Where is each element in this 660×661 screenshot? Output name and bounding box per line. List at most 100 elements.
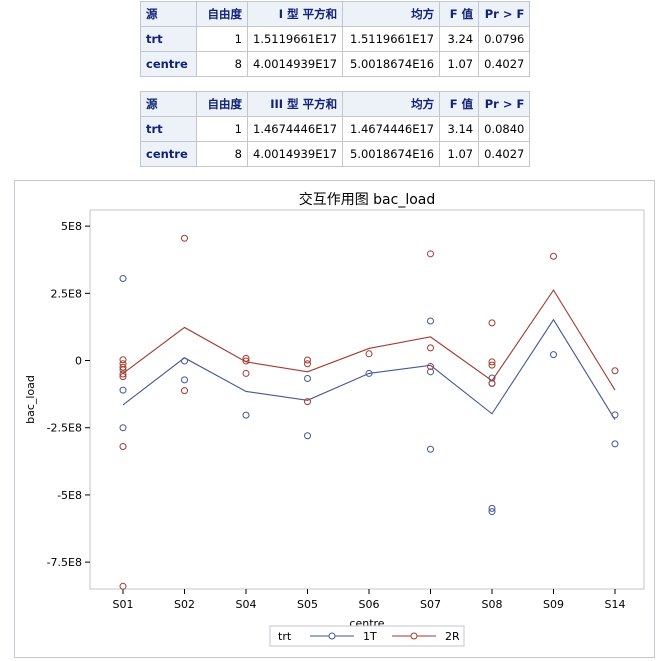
series-line-1T	[122, 318, 616, 420]
data-point-2R	[119, 356, 127, 364]
table-row: centre 8 4.0014939E17 5.0018674E16 1.07 …	[140, 141, 531, 167]
data-point-1T	[304, 432, 311, 440]
header-ms: 均方	[342, 91, 441, 117]
row-ss: 4.0014939E17	[246, 51, 344, 77]
x-tick-label: S06	[359, 598, 380, 611]
data-point-2R	[365, 350, 373, 358]
row-ss: 1.4674446E17	[246, 116, 344, 142]
data-point-1T	[488, 504, 496, 512]
row-f: 3.24	[439, 26, 480, 52]
y-tick-label: -5E8	[57, 489, 82, 502]
data-point-2R	[488, 361, 496, 369]
header-p: Pr > F	[478, 91, 531, 117]
data-point-2R	[242, 354, 250, 362]
data-point-2R	[119, 582, 127, 590]
header-ms: 均方	[342, 1, 441, 27]
x-tick-label: S02	[174, 598, 195, 611]
x-tick-label: S01	[113, 598, 134, 611]
data-point-1T	[365, 369, 373, 377]
y-tick-label: 2.5E8	[51, 287, 82, 300]
x-tick-label: S09	[543, 598, 564, 611]
y-tick-label: 0	[75, 355, 82, 368]
legend-box	[269, 625, 465, 647]
row-ms: 5.0018674E16	[342, 51, 441, 77]
row-p: 0.4027	[478, 141, 531, 167]
legend-label-1T: 1T	[363, 630, 377, 643]
table-row: trt 1 1.4674446E17 1.4674446E17 3.14 0.0…	[140, 116, 531, 142]
y-tick-label: 5E8	[61, 220, 82, 233]
data-point-1T	[611, 411, 619, 419]
row-source: centre	[140, 51, 197, 77]
row-df: 1	[196, 116, 248, 142]
header-ss: III 型 平方和	[246, 91, 344, 117]
header-source: 源	[140, 91, 197, 117]
data-point-2R	[427, 250, 434, 258]
data-point-1T	[427, 445, 434, 453]
data-point-2R	[181, 387, 188, 395]
y-axis-label: bac_load	[24, 375, 37, 424]
data-point-2R	[181, 234, 188, 242]
data-point-1T	[242, 411, 250, 419]
legend-label-2R: 2R	[445, 630, 460, 643]
chart-title: 交互作用图 bac_load	[299, 191, 436, 208]
x-tick-label: S05	[297, 598, 318, 611]
plot-area	[89, 209, 645, 590]
row-ms: 5.0018674E16	[342, 141, 441, 167]
row-f: 1.07	[439, 51, 480, 77]
data-point-1T	[427, 317, 434, 325]
y-tick-label: -2.5E8	[47, 422, 82, 435]
header-source: 源	[140, 1, 197, 27]
row-ms: 1.5119661E17	[342, 26, 441, 52]
row-f: 3.14	[439, 116, 480, 142]
header-f: F 值	[439, 91, 480, 117]
x-tick-label: S08	[482, 598, 503, 611]
data-point-2R	[119, 443, 127, 451]
legend-title: trt	[278, 630, 292, 643]
row-df: 8	[196, 51, 248, 77]
data-point-1T	[119, 386, 127, 394]
table-header-row: 源 自由度 I 型 平方和 均方 F 值 Pr > F	[140, 1, 531, 27]
legend-marker-2R	[410, 632, 418, 640]
x-tick-label: S07	[420, 598, 441, 611]
row-p: 0.0796	[478, 26, 531, 52]
data-point-1T	[304, 375, 311, 383]
type1-anova-table: 源 自由度 I 型 平方和 均方 F 值 Pr > F trt 1 1.5119…	[140, 1, 531, 77]
data-point-2R	[488, 319, 496, 327]
plot-frame	[14, 180, 655, 658]
data-point-2R	[119, 363, 127, 371]
data-point-2R	[488, 379, 496, 387]
data-point-2R	[304, 360, 311, 368]
row-p: 0.0840	[478, 116, 531, 142]
header-f: F 值	[439, 1, 480, 27]
data-point-1T	[181, 357, 188, 365]
data-point-2R	[427, 362, 434, 370]
y-tick-label: -7.5E8	[47, 556, 82, 569]
data-point-1T	[427, 368, 434, 376]
data-point-2R	[242, 357, 250, 365]
data-point-2R	[304, 356, 311, 364]
table-row: centre 8 4.0014939E17 5.0018674E16 1.07 …	[140, 51, 531, 77]
data-point-1T	[488, 508, 496, 516]
row-df: 1	[196, 26, 248, 52]
data-point-2R	[427, 344, 434, 352]
header-df: 自由度	[196, 1, 248, 27]
row-ss: 4.0014939E17	[246, 141, 344, 167]
row-p: 0.4027	[478, 51, 531, 77]
type3-anova-table: 源 自由度 III 型 平方和 均方 F 值 Pr > F trt 1 1.46…	[140, 91, 531, 167]
data-point-2R	[550, 252, 557, 260]
table-row: trt 1 1.5119661E17 1.5119661E17 3.24 0.0…	[140, 26, 531, 52]
header-ss: I 型 平方和	[246, 1, 344, 27]
data-point-1T	[119, 424, 127, 432]
header-p: Pr > F	[478, 1, 531, 27]
legend-marker-1T	[328, 632, 336, 640]
series-line-2R	[122, 289, 616, 391]
data-point-2R	[611, 367, 619, 375]
row-f: 1.07	[439, 141, 480, 167]
data-point-2R	[242, 369, 250, 377]
data-point-1T	[119, 275, 127, 283]
data-point-2R	[304, 398, 311, 406]
data-point-1T	[611, 440, 619, 448]
interaction-plot: 交互作用图 bac_load 5E8 2.5E8 0 -2.5E8 -5E8 -7.5E8 S…	[24, 191, 645, 647]
data-point-2R	[488, 358, 496, 366]
row-ms: 1.4674446E17	[342, 116, 441, 142]
